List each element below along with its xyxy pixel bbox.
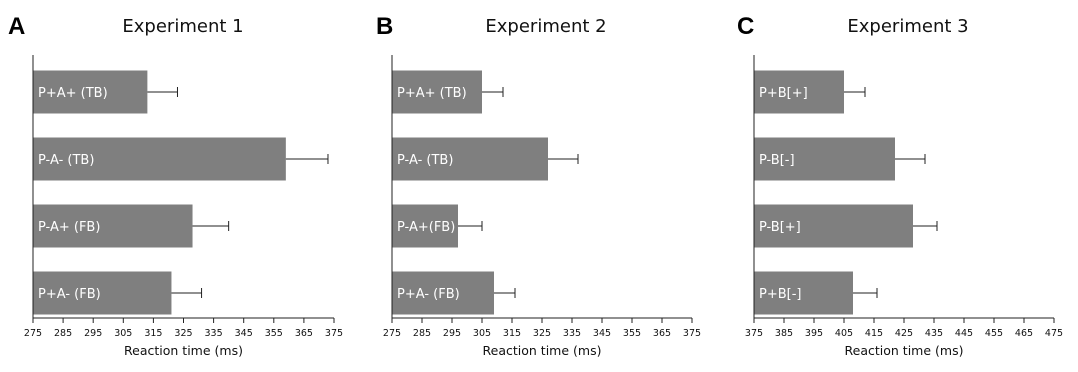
x-tick-label: 375	[745, 328, 763, 339]
panel-letter: B	[376, 13, 393, 40]
error-bar	[913, 221, 938, 231]
x-tick-label: 285	[54, 328, 72, 339]
x-tick-label: 355	[265, 328, 283, 339]
bar	[392, 204, 458, 248]
bar	[754, 204, 913, 248]
error-bar	[494, 288, 516, 298]
bar-label: P+B[-]	[759, 287, 802, 302]
error-bar	[285, 154, 329, 164]
bar-label: P+A+ (TB)	[397, 86, 467, 101]
x-tick-label: 395	[805, 328, 823, 339]
error-bar	[458, 221, 483, 231]
panel-c: C Experiment 3 P+B[+] P-B[-] P-B[+] P+B[-] 375…	[737, 13, 1063, 358]
bar	[33, 271, 172, 315]
x-tick-label: 305	[114, 328, 132, 339]
bar	[754, 70, 844, 114]
bar	[754, 137, 895, 181]
error-bar	[147, 87, 178, 97]
x-axis-label: Reaction time (ms)	[124, 343, 243, 358]
x-tick-label: 415	[865, 328, 883, 339]
x-tick-label: 405	[835, 328, 853, 339]
x-tick-label: 375	[325, 328, 343, 339]
x-tick-label: 295	[84, 328, 102, 339]
x-tick-label: 445	[955, 328, 973, 339]
panel-a: A Experiment 1 P+A+ (TB) P-A- (TB) P-A+ (FB)…	[8, 13, 343, 358]
x-tick-label: 315	[144, 328, 162, 339]
bar	[754, 271, 853, 315]
x-tick-label: 325	[174, 328, 192, 339]
x-tick-label: 455	[985, 328, 1003, 339]
panel-letter: C	[737, 13, 754, 40]
bar-label: P+B[+]	[759, 86, 808, 101]
x-tick-label: 465	[1015, 328, 1033, 339]
x-tick-label: 285	[413, 328, 431, 339]
x-tick-label: 295	[443, 328, 461, 339]
bar	[33, 70, 148, 114]
x-tick-label: 365	[653, 328, 671, 339]
panel-b: B Experiment 2 P+A+ (TB) P-A- (TB) P-A+(FB) P…	[376, 13, 701, 358]
x-axis-label: Reaction time (ms)	[483, 343, 602, 358]
bar	[392, 70, 482, 114]
x-tick-label: 365	[295, 328, 313, 339]
x-tick-label: 425	[895, 328, 913, 339]
error-bar	[171, 288, 203, 298]
x-tick-label: 275	[24, 328, 42, 339]
bar-label: P-B[+]	[759, 220, 801, 235]
bar-label: P-A+(FB)	[397, 220, 455, 235]
x-tick-label: 335	[205, 328, 223, 339]
bar-label: P+A- (FB)	[397, 287, 460, 302]
bar-label: P-B[-]	[759, 153, 795, 168]
x-tick-label: 435	[925, 328, 943, 339]
x-tick-label: 355	[623, 328, 641, 339]
error-bar	[853, 288, 878, 298]
x-tick-label: 315	[503, 328, 521, 339]
panel-title: Experiment 1	[122, 16, 243, 37]
panel-title: Experiment 3	[847, 16, 968, 37]
error-bar	[895, 154, 926, 164]
x-tick-label: 325	[533, 328, 551, 339]
bar-label: P-A- (TB)	[38, 153, 94, 168]
error-bar	[192, 221, 230, 231]
bar	[33, 204, 193, 248]
bar	[392, 137, 548, 181]
panel-title: Experiment 2	[485, 16, 606, 37]
x-tick-label: 385	[775, 328, 793, 339]
x-tick-label: 475	[1045, 328, 1063, 339]
bar-label: P+A+ (TB)	[38, 86, 108, 101]
bar-label: P-A+ (FB)	[38, 220, 100, 235]
x-tick-label: 335	[563, 328, 581, 339]
error-bar	[844, 87, 866, 97]
x-axis-label: Reaction time (ms)	[845, 343, 964, 358]
panel-letter: A	[8, 13, 25, 40]
bar-label: P+A- (FB)	[38, 287, 101, 302]
x-tick-label: 375	[683, 328, 701, 339]
x-tick-label: 345	[235, 328, 253, 339]
error-bar	[548, 154, 579, 164]
x-tick-label: 305	[473, 328, 491, 339]
error-bar	[482, 87, 504, 97]
x-tick-label: 345	[593, 328, 611, 339]
bar-label: P-A- (TB)	[397, 153, 453, 168]
x-tick-label: 275	[383, 328, 401, 339]
bar	[392, 271, 494, 315]
bar	[33, 137, 286, 181]
